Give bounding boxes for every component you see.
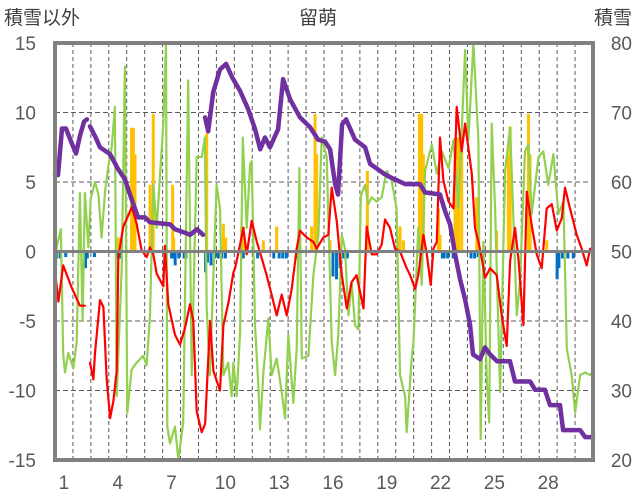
purple-series-line [52, 61, 596, 440]
left-y-tick-label: 5 [25, 173, 36, 194]
orange-bar [205, 133, 209, 252]
x-tick-label: 1 [59, 473, 70, 494]
blue-bar [277, 251, 281, 259]
right-y-tick-label: 50 [611, 243, 632, 264]
green-series-line [53, 41, 595, 462]
blue-bar [284, 251, 288, 259]
orange-bar [310, 226, 314, 252]
blue-bar [92, 251, 96, 258]
orange-bar [130, 127, 134, 252]
orange-bar [401, 240, 405, 252]
orange-bar [241, 226, 245, 252]
left-y-tick-label: -10 [9, 382, 36, 403]
left-y-tick-label: 10 [15, 104, 36, 125]
left-y-tick-label: -15 [9, 451, 36, 472]
orange-bar [508, 126, 512, 252]
right-y-tick-label: 20 [611, 451, 632, 472]
gridlines [55, 43, 593, 460]
orange-bar [275, 226, 279, 252]
red-series-line [53, 105, 595, 434]
blue-bar [442, 251, 446, 259]
orange-bar [460, 151, 464, 252]
right-y-tick-label: 80 [611, 34, 632, 55]
left-y-tick-label: 0 [25, 243, 36, 264]
x-tick-label: 7 [166, 473, 177, 494]
orange-bar [475, 197, 479, 252]
blue-bar [173, 251, 177, 266]
blue-bar [205, 251, 209, 263]
blue-bar [241, 251, 245, 259]
right-y-tick-label: 40 [611, 312, 632, 333]
blue-bar [272, 251, 276, 259]
x-tick-label: 22 [430, 473, 451, 494]
right-y-tick-label: 60 [611, 173, 632, 194]
blue-bar [281, 251, 285, 259]
blue-bar [557, 251, 561, 269]
x-tick-label: 16 [322, 473, 343, 494]
orange-bar [313, 113, 317, 252]
orange-bar [261, 240, 265, 252]
x-tick-label: 4 [112, 473, 123, 494]
orange-bar [315, 154, 319, 252]
x-tick-label: 10 [215, 473, 236, 494]
orange-bar [171, 184, 175, 252]
blue-bar [83, 251, 87, 269]
blue-bar [177, 251, 181, 259]
orange-bar [526, 113, 530, 252]
blue-bar [170, 251, 174, 259]
blue-bar [571, 251, 575, 259]
orange-bar [436, 208, 440, 252]
orange-bar [151, 113, 155, 252]
orange-bar [131, 127, 135, 252]
left-y-tick-label: -5 [19, 312, 36, 333]
right-y-tick-label: 30 [611, 382, 632, 403]
blue-bar [345, 251, 349, 259]
blue-bar [469, 251, 473, 259]
right-y-tick-label: 70 [611, 104, 632, 125]
blue-bar [256, 251, 260, 259]
blue-bar [335, 251, 339, 280]
chart-title: 留萌 [299, 7, 337, 29]
orange-bar [116, 237, 120, 252]
blue-bar [223, 251, 227, 259]
blue-bar [342, 251, 346, 259]
right-axis-title: 積雪 [594, 7, 632, 29]
blue-bar [561, 251, 565, 259]
orange-bar [506, 154, 510, 252]
x-tick-label: 13 [269, 473, 290, 494]
orange-bar [221, 223, 225, 252]
blue-bar [331, 251, 335, 277]
orange-bar [528, 154, 532, 252]
orange-bar [224, 237, 228, 252]
blue-bar [209, 251, 213, 266]
orange-bar [148, 184, 152, 252]
x-tick-label: 19 [376, 473, 397, 494]
orange-bar [420, 113, 424, 252]
blue-bar [64, 251, 68, 258]
orange-bar [365, 170, 369, 252]
x-tick-label: 25 [484, 473, 505, 494]
left-axis-title: 積雪以外 [4, 7, 80, 29]
blue-bar [216, 251, 220, 259]
plot-border [53, 41, 595, 462]
blue-bar [440, 251, 444, 259]
plot-frame [53, 41, 595, 462]
blue-bar [182, 251, 186, 259]
orange-bar [453, 137, 457, 252]
blue-bar [85, 251, 89, 259]
orange-bar [172, 237, 176, 252]
blue-bar [473, 251, 477, 259]
left-y-tick-label: 15 [15, 34, 36, 55]
orange-bar [438, 234, 442, 252]
x-tick-label: 28 [538, 473, 559, 494]
orange-bar [398, 226, 402, 252]
blue-bar [446, 251, 450, 259]
blue-bar [555, 251, 559, 280]
blue-bar [566, 251, 570, 259]
blue-bar [171, 251, 175, 259]
orange-bar [545, 240, 549, 252]
line-layer [52, 41, 596, 462]
